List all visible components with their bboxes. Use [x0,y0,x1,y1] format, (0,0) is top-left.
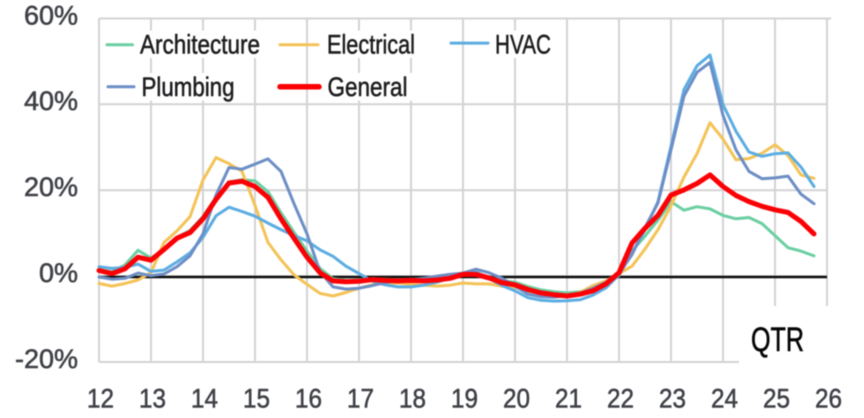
svg-text:Electrical: Electrical [327,30,415,60]
svg-text:26: 26 [815,384,842,414]
svg-text:QTR: QTR [751,321,804,359]
svg-text:18: 18 [399,384,426,414]
svg-text:14: 14 [191,384,218,414]
svg-text:17: 17 [347,384,374,414]
svg-text:24: 24 [711,384,738,414]
svg-text:12: 12 [87,384,114,414]
svg-text:21: 21 [555,384,582,414]
svg-text:General: General [328,72,408,102]
svg-text:22: 22 [607,384,634,414]
svg-text:20%: 20% [24,172,78,202]
svg-text:0%: 0% [39,258,78,288]
svg-text:40%: 40% [24,86,78,116]
svg-text:25: 25 [763,384,790,414]
svg-text:15: 15 [243,384,270,414]
svg-text:HVAC: HVAC [495,30,551,60]
svg-text:19: 19 [451,384,478,414]
svg-text:60%: 60% [24,0,78,30]
svg-text:13: 13 [139,384,166,414]
svg-text:16: 16 [295,384,322,414]
svg-text:23: 23 [659,384,686,414]
svg-text:20: 20 [503,384,530,414]
svg-text:Architecture: Architecture [140,30,260,60]
svg-text:Plumbing: Plumbing [142,72,235,102]
svg-text:-20%: -20% [15,344,78,374]
